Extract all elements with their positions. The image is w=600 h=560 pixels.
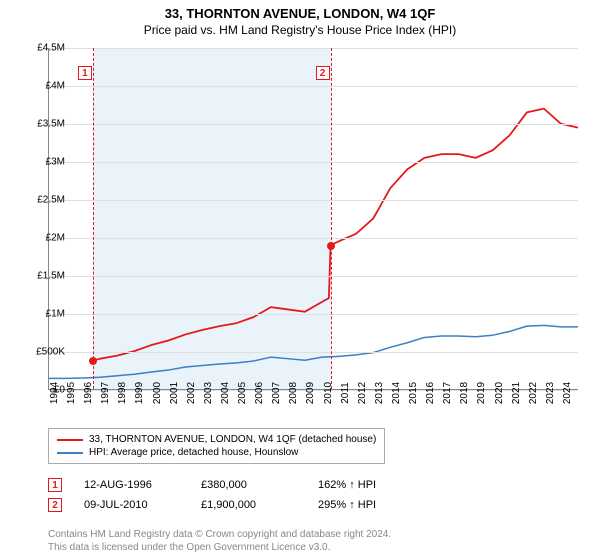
x-axis-label: 2003: [203, 382, 214, 404]
sale-marker-icon: 2: [48, 498, 62, 512]
sale-vs-hpi: 295% ↑ HPI: [318, 499, 413, 511]
y-axis-label: £0: [25, 385, 65, 396]
y-axis-label: £500K: [25, 347, 65, 358]
x-axis-label: 2006: [254, 382, 265, 404]
chart-container: 33, THORNTON AVENUE, LONDON, W4 1QF Pric…: [0, 0, 600, 560]
chart-lines-svg: [49, 48, 578, 389]
x-axis-label: 1997: [100, 382, 111, 404]
sale-date: 12-AUG-1996: [84, 479, 179, 491]
page-title: 33, THORNTON AVENUE, LONDON, W4 1QF: [0, 0, 600, 21]
sale-marker-icon: 1: [48, 478, 62, 492]
x-axis-label: 2020: [494, 382, 505, 404]
y-axis-label: £2.5M: [25, 195, 65, 206]
legend-box: 33, THORNTON AVENUE, LONDON, W4 1QF (det…: [48, 428, 385, 464]
x-axis-label: 2012: [357, 382, 368, 404]
gridline: [49, 200, 578, 201]
x-axis-label: 2017: [442, 382, 453, 404]
chart-plot-area: 1994199519961997199819992000200120022003…: [48, 48, 578, 390]
x-axis-label: 2015: [408, 382, 419, 404]
gridline: [49, 48, 578, 49]
gridline: [49, 238, 578, 239]
x-axis-label: 2005: [237, 382, 248, 404]
sale-date: 09-JUL-2010: [84, 499, 179, 511]
x-axis-label: 2008: [288, 382, 299, 404]
x-axis-label: 1999: [134, 382, 145, 404]
gridline: [49, 276, 578, 277]
y-axis-label: £1M: [25, 309, 65, 320]
y-axis-label: £1.5M: [25, 271, 65, 282]
license-text: Contains HM Land Registry data © Crown c…: [48, 528, 391, 554]
license-line: This data is licensed under the Open Gov…: [48, 541, 391, 554]
x-axis-label: 1998: [117, 382, 128, 404]
sale-vline: [93, 48, 94, 389]
gridline: [49, 314, 578, 315]
x-axis-label: 2011: [340, 382, 351, 404]
sale-price: £380,000: [201, 479, 296, 491]
y-axis-label: £3.5M: [25, 119, 65, 130]
gridline: [49, 124, 578, 125]
sale-price: £1,900,000: [201, 499, 296, 511]
x-axis-label: 2000: [152, 382, 163, 404]
x-axis-label: 2002: [186, 382, 197, 404]
y-axis-label: £3M: [25, 157, 65, 168]
x-axis-label: 2024: [562, 382, 573, 404]
x-axis-label: 2004: [220, 382, 231, 404]
x-axis-label: 2022: [528, 382, 539, 404]
legend-swatch-icon: [57, 452, 83, 454]
x-axis-label: 2019: [476, 382, 487, 404]
table-row: 1 12-AUG-1996 £380,000 162% ↑ HPI: [48, 475, 413, 495]
x-axis-label: 2013: [374, 382, 385, 404]
legend-label: 33, THORNTON AVENUE, LONDON, W4 1QF (det…: [89, 434, 376, 445]
table-row: 2 09-JUL-2010 £1,900,000 295% ↑ HPI: [48, 495, 413, 515]
sale-marker-icon: 2: [316, 66, 330, 80]
license-line: Contains HM Land Registry data © Crown c…: [48, 528, 391, 541]
gridline: [49, 352, 578, 353]
x-axis-label: 2007: [271, 382, 282, 404]
y-axis-label: £2M: [25, 233, 65, 244]
x-axis-label: 2001: [169, 382, 180, 404]
y-axis-label: £4.5M: [25, 43, 65, 54]
sale-point-icon: [327, 242, 335, 250]
sales-table: 1 12-AUG-1996 £380,000 162% ↑ HPI 2 09-J…: [48, 475, 413, 515]
sale-vs-hpi: 162% ↑ HPI: [318, 479, 413, 491]
sale-point-icon: [89, 357, 97, 365]
series-line-property: [93, 109, 578, 361]
gridline: [49, 162, 578, 163]
x-axis-label: 2014: [391, 382, 402, 404]
legend-label: HPI: Average price, detached house, Houn…: [89, 447, 298, 458]
legend-item: 33, THORNTON AVENUE, LONDON, W4 1QF (det…: [57, 433, 376, 446]
x-axis-label: 2016: [425, 382, 436, 404]
x-axis-label: 2018: [459, 382, 470, 404]
sale-vline: [331, 48, 332, 389]
gridline: [49, 86, 578, 87]
legend-swatch-icon: [57, 439, 83, 441]
x-axis-label: 1995: [66, 382, 77, 404]
x-axis-label: 2021: [511, 382, 522, 404]
y-axis-label: £4M: [25, 81, 65, 92]
x-axis-label: 2023: [545, 382, 556, 404]
x-axis-label: 2009: [305, 382, 316, 404]
legend-item: HPI: Average price, detached house, Houn…: [57, 446, 376, 459]
sale-marker-icon: 1: [78, 66, 92, 80]
page-subtitle: Price paid vs. HM Land Registry's House …: [0, 21, 600, 37]
